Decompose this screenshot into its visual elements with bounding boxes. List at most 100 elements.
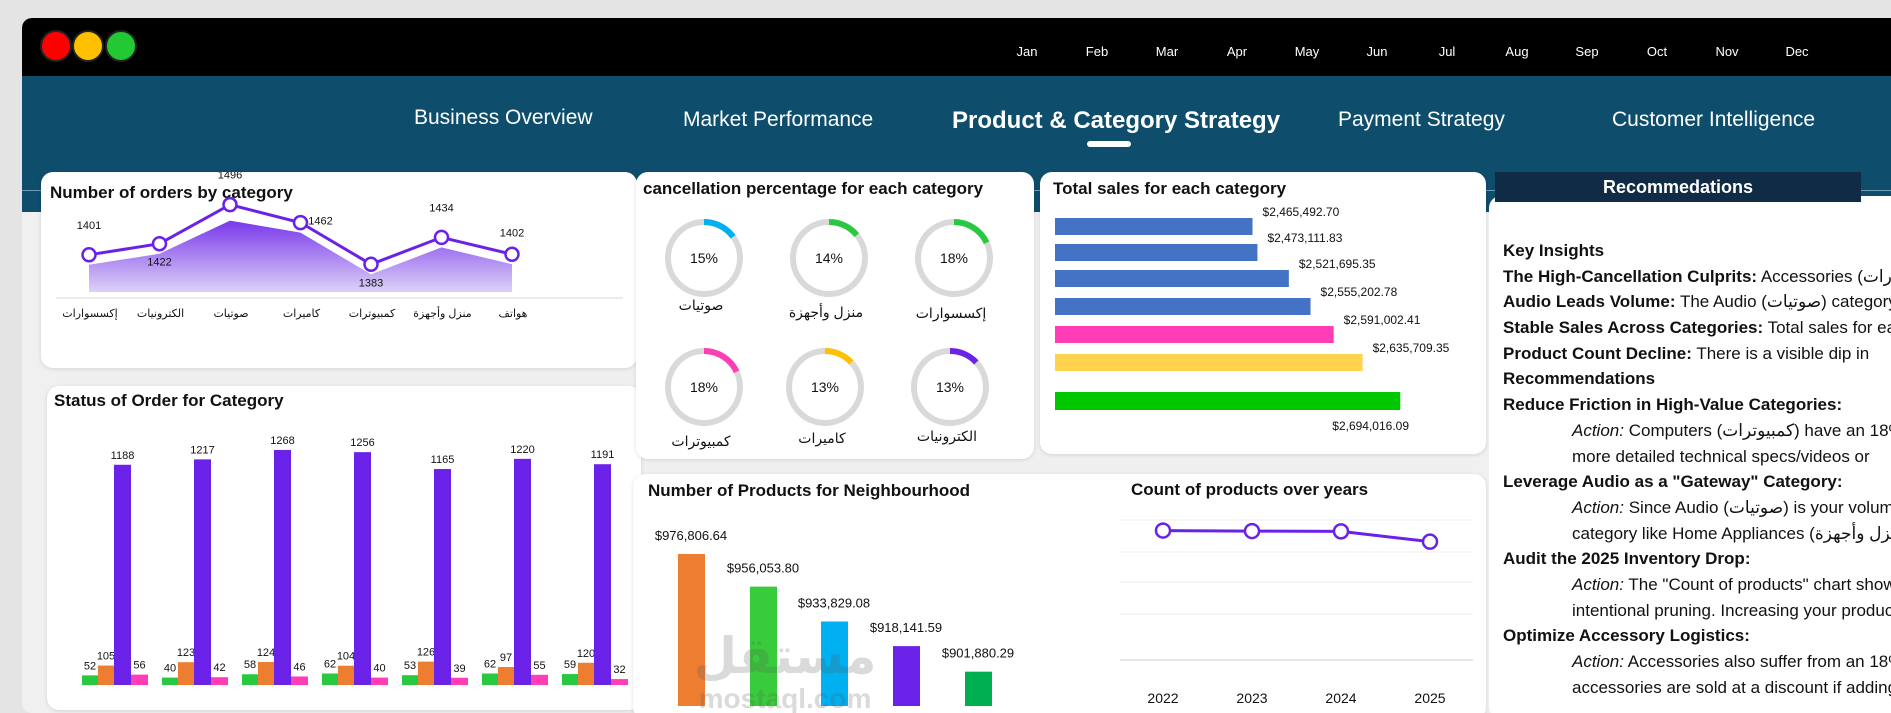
status-bar[interactable] (482, 673, 498, 685)
status-bar[interactable] (291, 676, 308, 685)
watermark: مستقل mostaql.com (694, 628, 877, 713)
neighbourhood-data-label: $933,829.08 (798, 595, 870, 610)
status-bar[interactable] (451, 677, 468, 685)
sales-data-label: $2,465,492.70 (1263, 205, 1340, 219)
orders-point[interactable] (81, 247, 97, 263)
month-oct[interactable]: Oct (1646, 44, 1668, 59)
month-feb[interactable]: Feb (1085, 44, 1109, 59)
sales-bar[interactable] (1055, 326, 1334, 343)
years-point[interactable] (1332, 523, 1350, 540)
orders-point[interactable] (363, 256, 379, 273)
sales-bar[interactable] (1055, 270, 1289, 287)
close-button[interactable] (40, 30, 72, 62)
status-bar[interactable] (131, 674, 148, 685)
recommendations-heading: Recommendations (1503, 369, 1656, 389)
status-data-label: 40 (164, 663, 176, 675)
orders-point[interactable] (222, 196, 238, 213)
status-bar[interactable] (178, 662, 194, 685)
status-bar[interactable] (338, 665, 354, 685)
years-point[interactable] (1154, 522, 1172, 539)
status-bar[interactable] (82, 675, 98, 685)
status-data-label: 1191 (591, 449, 615, 461)
status-bar[interactable] (594, 464, 611, 685)
month-apr[interactable]: Apr (1226, 44, 1248, 59)
status-bar[interactable] (98, 665, 114, 685)
status-bar[interactable] (258, 662, 274, 685)
month-aug[interactable]: Aug (1505, 44, 1529, 59)
status-bar[interactable] (498, 667, 514, 685)
tab-product-category-strategy[interactable]: Product & Category Strategy (952, 107, 1281, 134)
month-sep[interactable]: Sep (1575, 44, 1599, 59)
neighbourhood-bar[interactable] (965, 671, 992, 706)
sales-bar[interactable] (1055, 298, 1311, 315)
status-bar[interactable] (242, 674, 258, 685)
status-bar[interactable] (162, 677, 178, 685)
status-bar[interactable] (531, 674, 548, 685)
status-bar[interactable] (402, 675, 418, 685)
sales-bar[interactable] (1055, 392, 1401, 410)
years-point[interactable] (1421, 533, 1439, 550)
orders-point[interactable] (504, 246, 520, 263)
month-may[interactable]: May (1294, 44, 1320, 59)
watermark-domain: mostaql.com (699, 683, 872, 713)
orders-point[interactable] (292, 214, 309, 231)
sales-bar-chart: $2,465,492.70 $2,473,111.83 $2,521,695.35 $… (1055, 205, 1450, 433)
neighbourhood-bar[interactable] (750, 586, 777, 706)
status-bar[interactable] (514, 458, 531, 685)
orders-point[interactable] (151, 235, 168, 252)
orders-area (89, 220, 512, 292)
month-mar[interactable]: Mar (1155, 44, 1179, 59)
maximize-button[interactable] (105, 30, 137, 62)
rec-4-action-cont: accessories are sold at a discount if ad… (1572, 677, 1891, 697)
status-data-label: 1217 (190, 444, 214, 456)
status-data-label: 1165 (431, 454, 455, 466)
years-point[interactable] (1243, 522, 1261, 540)
month-jan[interactable]: Jan (1016, 44, 1038, 59)
tab-customer-intelligence[interactable]: Customer Intelligence (1612, 108, 1816, 131)
years-tick-label: 2024 (1325, 690, 1356, 706)
status-bar[interactable] (354, 452, 371, 685)
rec-1-action-cont: more detailed technical specs/videos or (1572, 446, 1870, 466)
sales-bar[interactable] (1055, 218, 1253, 235)
status-data-label: 1188 (111, 450, 135, 462)
donut-category-label: كمبيوترات (671, 433, 730, 450)
status-bar[interactable] (611, 679, 628, 685)
orders-data-label: 1383 (359, 277, 383, 289)
status-data-label: 120 (577, 648, 595, 660)
orders-point[interactable] (433, 229, 450, 246)
status-bar[interactable] (418, 661, 434, 685)
donut-arc[interactable] (915, 219, 993, 297)
status-bar[interactable] (371, 677, 388, 685)
status-bar[interactable] (194, 459, 211, 685)
status-data-label: 62 (324, 659, 336, 671)
tab-business-overview[interactable]: Business Overview (414, 106, 593, 129)
status-bar[interactable] (274, 449, 291, 685)
sales-bar[interactable] (1055, 244, 1258, 261)
month-jun[interactable]: Jun (1366, 44, 1388, 59)
tab-market-performance[interactable]: Market Performance (683, 108, 874, 131)
status-bar[interactable] (114, 464, 131, 685)
tab-payment-strategy[interactable]: Payment Strategy (1338, 108, 1505, 131)
status-bar[interactable] (578, 662, 594, 685)
donut-arc[interactable] (786, 348, 864, 426)
donut-arc[interactable] (911, 348, 989, 426)
status-bar[interactable] (562, 674, 578, 685)
neighbourhood-bar[interactable] (893, 646, 920, 706)
month-dec[interactable]: Dec (1785, 44, 1809, 59)
rec-4-action: Action: Accessories also suffer from an … (1572, 652, 1891, 671)
neighbourhood-bar[interactable] (678, 554, 705, 706)
orders-category-label: صوتيات (213, 308, 248, 320)
month-jul[interactable]: Jul (1438, 44, 1456, 59)
status-data-label: 1220 (510, 444, 534, 456)
status-data-label: 56 (133, 660, 145, 672)
status-bar[interactable] (322, 673, 338, 685)
sales-bar[interactable] (1055, 354, 1363, 371)
status-bar[interactable] (434, 469, 451, 685)
neighbourhood-bar[interactable] (821, 621, 848, 706)
donut-arc[interactable] (665, 348, 743, 426)
status-bar[interactable] (211, 677, 228, 685)
minimize-button[interactable] (72, 30, 104, 62)
donut-arc[interactable] (790, 219, 868, 297)
donut-arc[interactable] (665, 219, 743, 297)
month-nov[interactable]: Nov (1715, 44, 1739, 59)
